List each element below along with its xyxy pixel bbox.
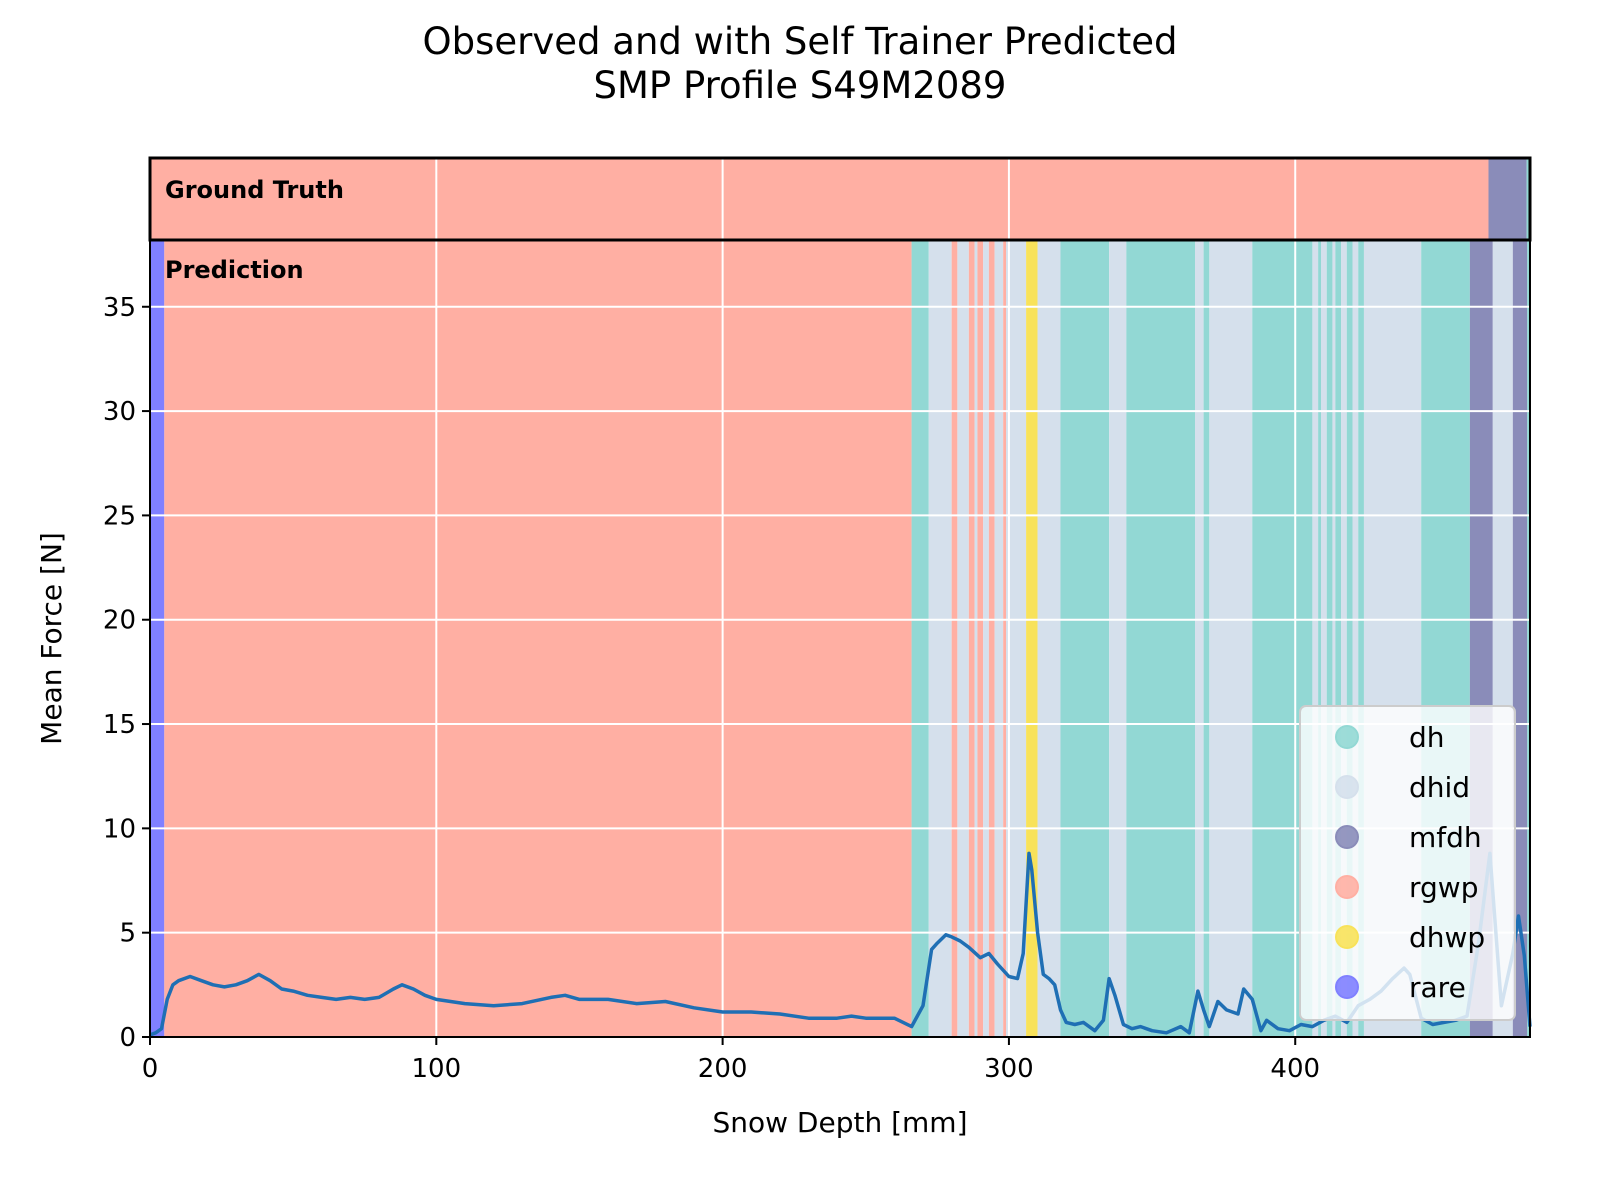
prediction-segment [1203,240,1210,1037]
legend-label: dh [1409,721,1445,754]
truth-frame [148,156,1532,242]
truth-segment [1488,158,1527,240]
y-tick-label: 5 [119,919,136,949]
y-tick-label: 0 [119,1023,136,1053]
prediction-segment [1109,240,1127,1037]
prediction-segment [1195,240,1204,1037]
prediction-segment [968,240,975,1037]
prediction-segment [974,240,978,1037]
prediction-segment [164,240,912,1037]
legend-marker [1335,875,1359,899]
x-tick-label: 400 [1270,1054,1320,1084]
prediction-segment [994,240,1004,1037]
x-tick-label: 200 [698,1054,748,1084]
x-tick-label: 300 [984,1054,1034,1084]
prediction-segment [1332,240,1336,1037]
band-label: Ground Truth [165,176,344,204]
prediction-segment [1320,240,1327,1037]
legend-marker [1335,825,1359,849]
y-tick-label: 25 [103,501,136,531]
prediction-segment [1512,240,1528,1037]
prediction-segment [1346,240,1353,1037]
prediction-segment [1341,240,1347,1037]
prediction-segment [1060,240,1110,1037]
legend-label: mfdh [1409,821,1482,854]
prediction-segment [1326,240,1333,1037]
legend-label: dhid [1409,771,1470,804]
legend-label: rgwp [1409,871,1478,904]
prediction-segment [1358,240,1364,1037]
legend-marker [1335,725,1359,749]
legend-marker [1335,925,1359,949]
prediction-segment [1126,240,1196,1037]
y-tick-label: 20 [103,606,136,636]
prediction-segment [1037,240,1061,1037]
legend-box [1299,705,1516,1021]
prediction-segment [957,240,969,1037]
band-label: Prediction [165,256,304,284]
prediction-segment [1006,240,1027,1037]
prediction-segment [983,240,989,1037]
y-tick-label: 30 [103,397,136,427]
x-tick-label: 100 [411,1054,461,1084]
legend-marker [1335,975,1359,999]
prediction-segment [951,240,958,1037]
x-tick-label: 0 [142,1054,159,1084]
prediction-segment [911,240,929,1037]
prediction-segment [1527,240,1530,1037]
prediction-segment [150,240,165,1037]
prediction-segment [1003,240,1007,1037]
truth-segment [150,158,1489,240]
prediction-segment [1026,240,1038,1037]
x-axis-label: Snow Depth [mm] [712,1106,967,1139]
y-tick-label: 10 [103,814,136,844]
prediction-segment [988,240,995,1037]
prediction-segment [1335,240,1342,1037]
y-axis-label: Mean Force [N] [35,532,68,745]
legend-label: rare [1409,971,1466,1004]
prediction-segment [1209,240,1253,1037]
legend-marker [1335,775,1359,799]
prediction-segment [1312,240,1319,1037]
legend-label: dhwp [1409,921,1485,954]
y-tick-label: 35 [103,293,136,323]
prediction-segment [977,240,984,1037]
y-tick-label: 15 [103,710,136,740]
prediction-segment [928,240,952,1037]
prediction-segment [1318,240,1321,1037]
truth-segment [1526,158,1530,240]
chart-title: Observed and with Self Trainer Predicted… [422,20,1178,107]
prediction-segment [1352,240,1359,1037]
